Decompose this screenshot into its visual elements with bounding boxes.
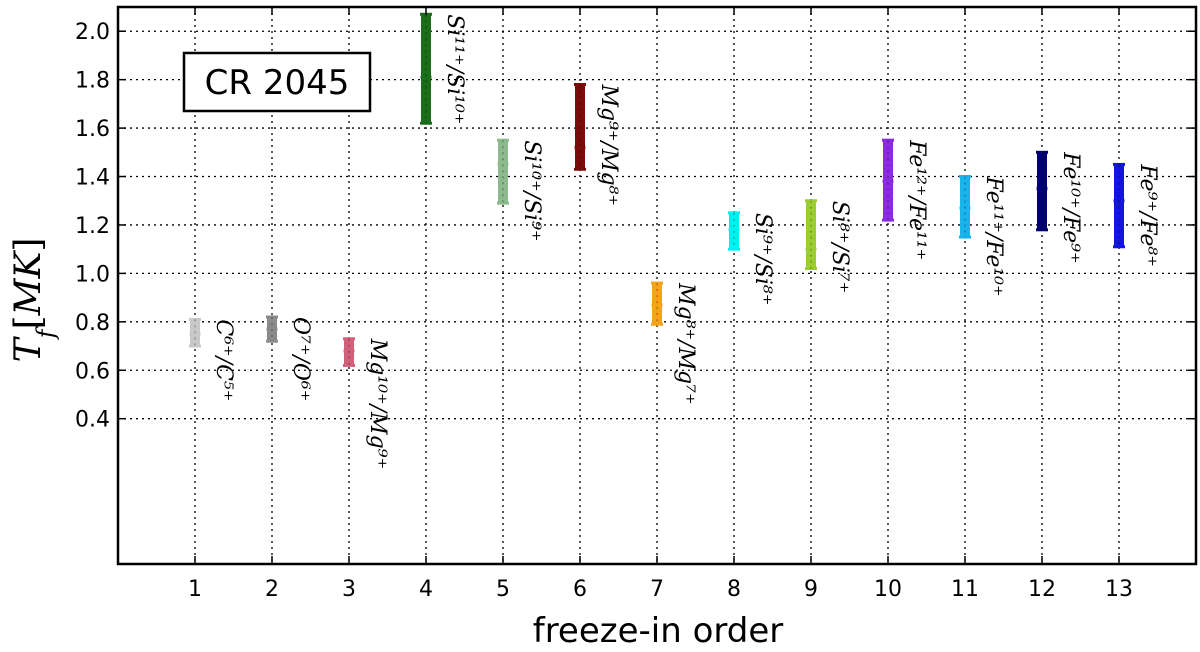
cr-label-box: CR 2045 (182, 51, 372, 113)
x-tick-label: 6 (573, 577, 587, 602)
y-tick-label: 1.0 (75, 262, 110, 287)
y-tick-label: 1.8 (75, 69, 110, 94)
data-point (805, 243, 817, 255)
x-tick-label: 5 (496, 577, 510, 602)
data-point (420, 71, 432, 83)
data-point (497, 158, 509, 170)
error-bars-layer (189, 12, 1125, 367)
data-point (1113, 195, 1125, 207)
x-tick-label: 7 (650, 577, 664, 602)
data-point (574, 141, 586, 153)
data-point (651, 299, 663, 311)
x-tick-label: 8 (727, 577, 741, 602)
data-point (266, 323, 278, 335)
ion-ratio-label: Fe¹¹⁺/Fe¹⁰⁺ (981, 176, 1006, 297)
y-tick-label: 0.8 (75, 311, 110, 336)
ion-ratio-label: Fe⁹⁺/Fe⁸⁺ (1135, 163, 1160, 266)
data-point (1036, 183, 1048, 195)
ion-ratio-label: Si⁹⁺/Si⁸⁺ (750, 213, 775, 306)
y-tick-label: 0.6 (75, 359, 110, 384)
x-tick-label: 1 (188, 577, 202, 602)
ion-ratio-label: Mg⁹⁺/Mg⁸⁺ (596, 83, 621, 206)
ion-ratio-label: Fe¹²⁺/Fe¹¹⁺ (904, 139, 929, 260)
y-tick-label: 0.4 (75, 408, 110, 433)
data-point (882, 175, 894, 187)
x-axis-label: freeze-in order (533, 611, 784, 651)
cr-label: CR 2045 (205, 63, 350, 103)
x-tick-label: 3 (342, 577, 356, 602)
ion-ratio-label: O⁷⁺/O⁶⁺ (288, 317, 313, 401)
y-tick-label: 1.4 (75, 166, 110, 191)
data-point (959, 202, 971, 214)
x-tick-label: 12 (1028, 577, 1056, 602)
data-point (728, 224, 740, 236)
plot-frame (116, 5, 1198, 566)
x-tick-label: 10 (874, 577, 902, 602)
annotation-layer: C⁶⁺/C⁵⁺ O⁷⁺/O⁶⁺ Mg¹⁰⁺/Mg⁹⁺ Si¹¹⁺/Si¹⁰⁺ Si¹⁰⁺… (211, 14, 1160, 469)
ion-ratio-label: Mg⁸⁺/Mg⁷⁺ (673, 282, 698, 405)
ticks-layer: 1 2 3 4 5 6 7 8 9 10 11 12 130.40.60.81.01.21.41.61.… (75, 7, 1196, 602)
x-tick-label: 2 (265, 577, 279, 602)
ion-ratio-label: Mg¹⁰⁺/Mg⁹⁺ (365, 338, 390, 469)
data-point (189, 328, 201, 340)
y-tick-label: 1.6 (75, 117, 110, 142)
y-axis-label: Tf[MK] (8, 238, 60, 363)
ion-ratio-label: C⁶⁺/C⁵⁺ (211, 319, 236, 401)
x-tick-label: 13 (1105, 577, 1133, 602)
x-tick-label: 11 (951, 577, 979, 602)
ion-ratio-label: Fe¹⁰⁺/Fe⁹⁺ (1058, 151, 1083, 263)
x-tick-label: 4 (419, 577, 433, 602)
data-point (343, 345, 355, 357)
x-tick-label: 9 (804, 577, 818, 602)
ion-ratio-label: Si¹⁰⁺/Si⁹⁺ (519, 140, 544, 241)
ion-ratio-label: Si¹¹⁺/Si¹⁰⁺ (442, 14, 467, 124)
ion-ratio-label: Si⁸⁺/Si⁷⁺ (827, 201, 852, 294)
y-tick-label: 2.0 (75, 20, 110, 45)
y-tick-label: 1.2 (75, 214, 110, 239)
